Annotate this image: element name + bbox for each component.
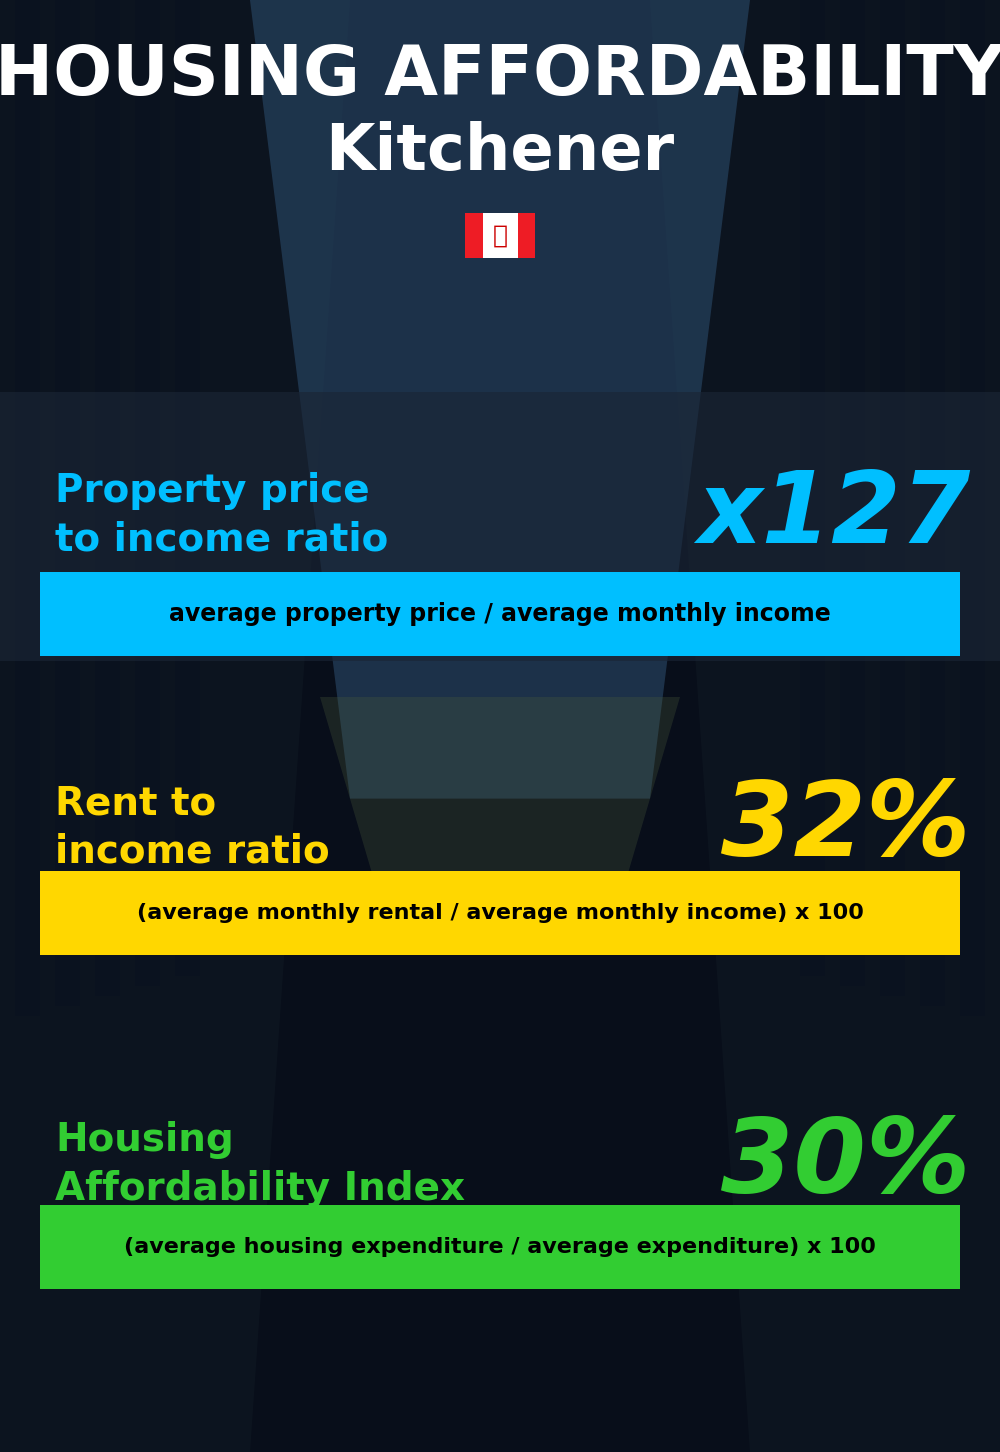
- Bar: [40, 572, 960, 656]
- Text: average property price / average monthly income: average property price / average monthly…: [169, 603, 831, 626]
- Bar: [40, 871, 960, 955]
- Bar: [40, 1205, 960, 1289]
- Bar: [175, 0, 200, 976]
- Bar: [95, 0, 120, 996]
- Text: 30%: 30%: [721, 1114, 970, 1215]
- Text: HOUSING AFFORDABILITY: HOUSING AFFORDABILITY: [0, 42, 1000, 109]
- Text: 🍁: 🍁: [492, 224, 508, 247]
- Bar: [840, 0, 865, 986]
- Bar: [880, 0, 905, 996]
- Bar: [15, 0, 40, 1016]
- Polygon shape: [320, 697, 680, 900]
- Bar: [800, 0, 825, 976]
- Text: Property price
to income ratio: Property price to income ratio: [55, 472, 388, 559]
- Text: (average monthly rental / average monthly income) x 100: (average monthly rental / average monthl…: [137, 903, 863, 923]
- Polygon shape: [250, 0, 750, 799]
- Bar: [0, 392, 1000, 661]
- Bar: [55, 0, 80, 1006]
- Bar: [960, 0, 985, 1016]
- Bar: [482, 213, 518, 257]
- Polygon shape: [0, 0, 350, 1452]
- Text: Kitchener: Kitchener: [325, 122, 675, 183]
- Polygon shape: [650, 0, 1000, 1452]
- Text: (average housing expenditure / average expenditure) x 100: (average housing expenditure / average e…: [124, 1237, 876, 1257]
- Bar: [135, 0, 160, 986]
- Text: Rent to
income ratio: Rent to income ratio: [55, 784, 330, 871]
- Text: 32%: 32%: [721, 777, 970, 878]
- Bar: [465, 213, 483, 257]
- Bar: [518, 213, 535, 257]
- Text: Housing
Affordability Index: Housing Affordability Index: [55, 1121, 465, 1208]
- Text: x127: x127: [697, 468, 970, 563]
- Bar: [920, 0, 945, 1006]
